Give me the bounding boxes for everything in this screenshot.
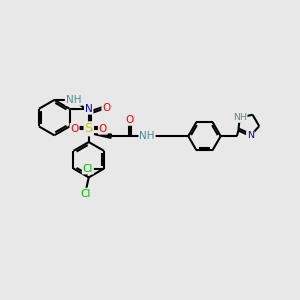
Text: Cl: Cl [83,164,93,173]
Text: NH: NH [66,95,81,105]
Text: N: N [85,104,93,114]
Text: N: N [247,131,254,140]
Text: O: O [125,115,134,125]
Polygon shape [91,134,111,138]
Text: S: S [85,122,93,135]
Text: Cl: Cl [80,189,90,199]
Text: NH: NH [233,113,247,122]
Text: NH: NH [139,131,155,141]
Text: O: O [102,103,110,113]
Text: O: O [99,124,107,134]
Text: O: O [70,124,79,134]
